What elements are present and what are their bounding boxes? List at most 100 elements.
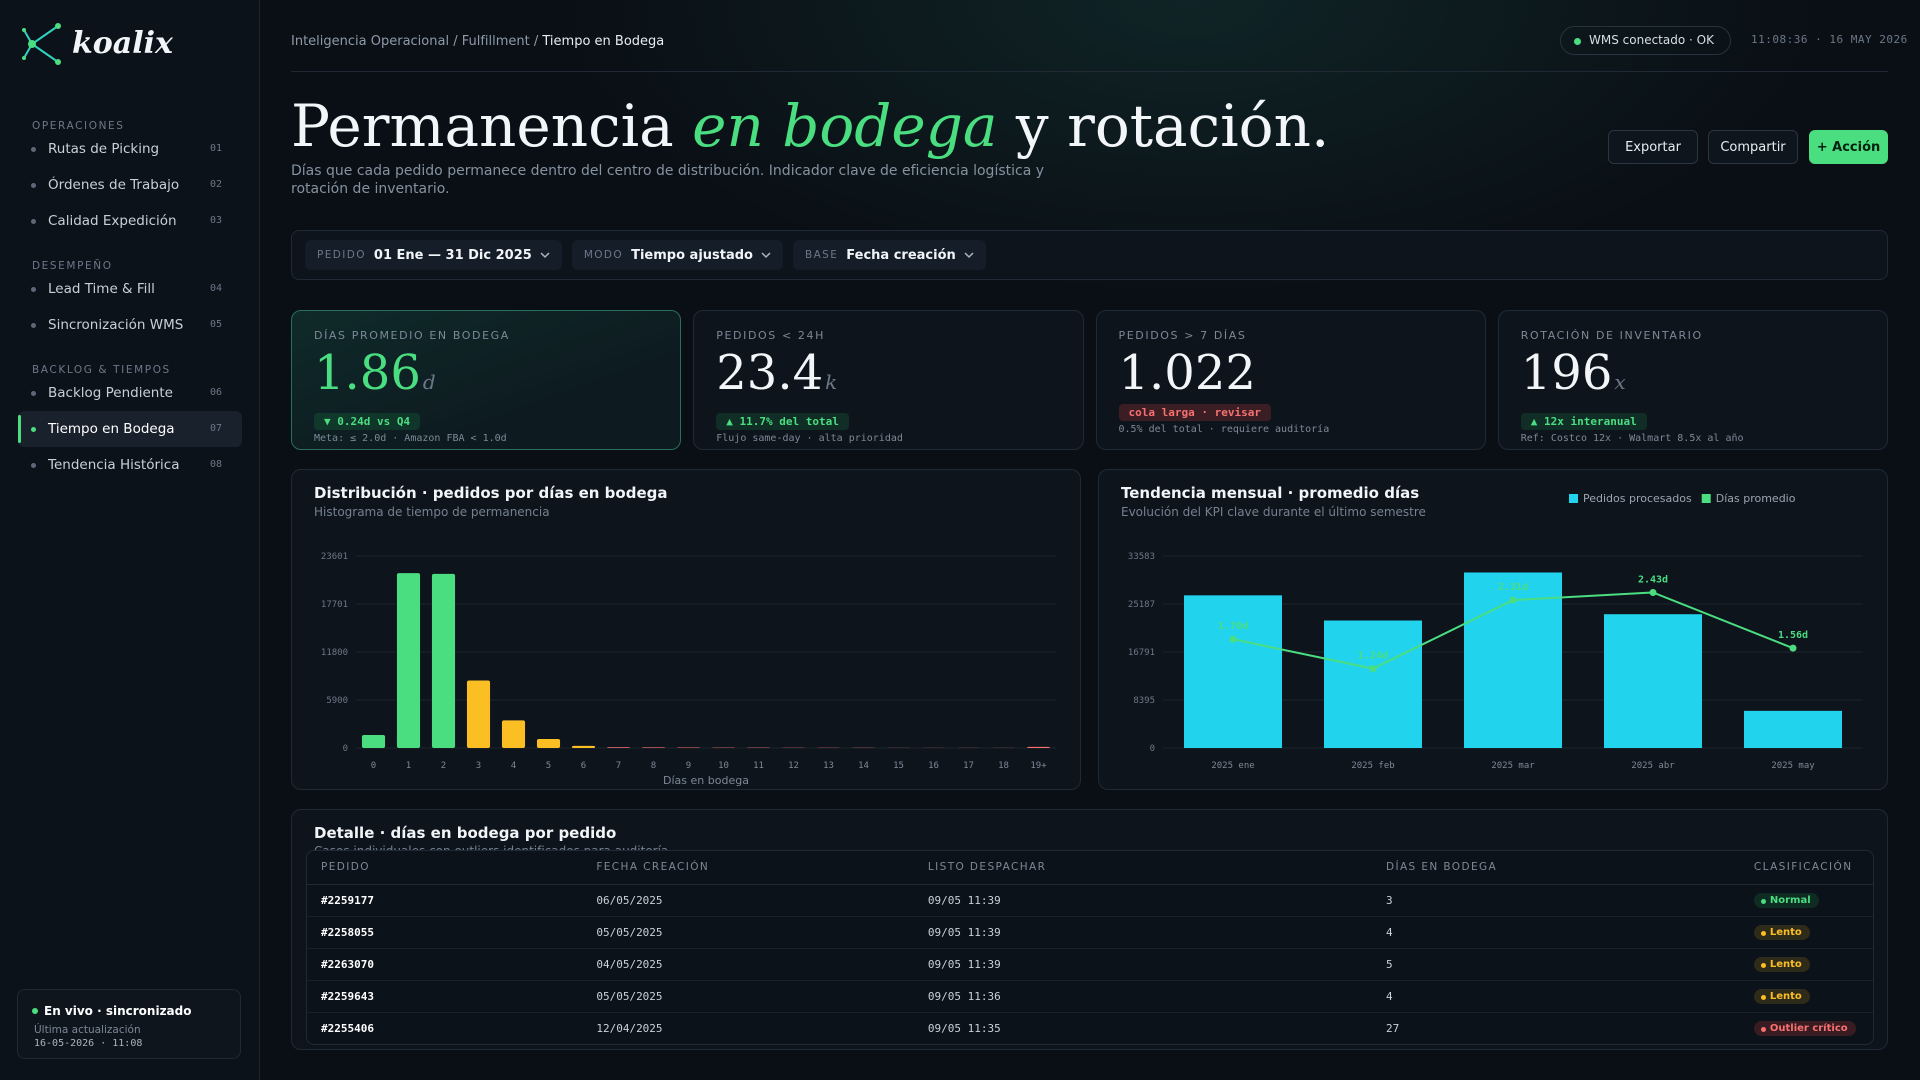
connection-status: WMS conectado · OK — [1560, 26, 1731, 55]
kpi-value: 1.022 — [1119, 345, 1485, 401]
nav-item[interactable]: Rutas de Picking 01 — [18, 131, 242, 167]
kpi-label: PEDIDOS > 7 DÍAS — [1118, 329, 1247, 342]
nav-section-title: BACKLOG & TIEMPOS — [32, 364, 171, 376]
status-time: 16-05-2026 · 11:08 — [34, 1038, 143, 1049]
filter-value: Fecha creación — [846, 247, 956, 263]
filter-chip[interactable]: PEDIDO 01 Ene — 31 Dic 2025 — [305, 240, 562, 270]
nav-item[interactable]: Órdenes de Trabajo 02 — [18, 167, 242, 203]
y-tick-label: 16791 — [1128, 648, 1155, 658]
kpi-badge: cola larga · revisar — [1118, 404, 1271, 421]
order-id: #2255406 — [307, 1012, 583, 1044]
nav-number: 07 — [209, 423, 222, 434]
kpi-note: Flujo same-day · alta prioridad — [716, 433, 903, 444]
filter-bar: PEDIDO 01 Ene — 31 Dic 2025 MODO Tiempo aju… — [291, 230, 1888, 280]
column-header: FECHA CREACIÓN — [582, 851, 914, 885]
page-subtitle: Días que cada pedido permanece dentro de… — [291, 163, 1045, 197]
kpi-value: 196 x — [1521, 345, 1887, 410]
ready-time: 09/05 11:35 — [913, 1012, 1372, 1044]
detail-table: PEDIDO FECHA CREACIÓN LISTO DESPACHAR DÍAS … — [307, 851, 1873, 1044]
table-container: PEDIDO FECHA CREACIÓN LISTO DESPACHAR DÍAS … — [306, 850, 1874, 1045]
legend-swatch — [1701, 494, 1711, 503]
nav-dot — [31, 323, 36, 328]
x-tick-label: 8 — [651, 761, 656, 771]
kpi-badge-row: ▲ 11.7% del total — [716, 410, 1082, 430]
sidebar: koalix OPERACIONES Rutas de Picking 01 Órde… — [0, 0, 260, 1080]
kpi-unit: k — [825, 370, 838, 394]
x-tick-label: 13 — [823, 761, 834, 771]
export-button[interactable]: Exportar — [1608, 130, 1698, 164]
share-button[interactable]: Compartir — [1708, 130, 1798, 164]
kpi-note: Ref: Costco 12x · Walmart 8.5x al año — [1520, 433, 1744, 444]
nav-dot — [31, 463, 36, 468]
header-row: PEDIDO FECHA CREACIÓN LISTO DESPACHAR DÍAS … — [307, 851, 1873, 885]
nav-dot — [31, 427, 36, 432]
nav-section-title: OPERACIONES — [32, 120, 125, 132]
legend-label: Pedidos procesados — [1583, 492, 1692, 505]
column-header: CLASIFICACIÓN — [1739, 851, 1873, 885]
filter-chip[interactable]: MODO Tiempo ajustado — [571, 240, 783, 270]
legend-label: Días promedio — [1716, 492, 1796, 505]
created-date: 04/05/2025 — [582, 948, 914, 981]
days-in-warehouse: 27 — [1371, 1012, 1740, 1044]
chart-title: Distribución · pedidos por días en bodeg… — [314, 484, 668, 502]
line-point — [1789, 644, 1797, 652]
nav-label: Tiempo en Bodega — [48, 421, 175, 437]
filter-label: PEDIDO — [317, 249, 366, 261]
nav-item[interactable]: Backlog Pendiente 06 — [18, 375, 242, 411]
x-tick-label: 10 — [718, 761, 729, 771]
kpi-note: Meta: ≤ 2.0d · Amazon FBA < 1.0d — [314, 433, 507, 444]
x-tick-label: 5 — [546, 761, 551, 771]
chart-subtitle: Histograma de tiempo de permanencia — [314, 505, 550, 519]
kpi-label: PEDIDOS < 24H — [716, 329, 825, 342]
x-tick-label: 6 — [581, 761, 586, 771]
y-tick-label: 11800 — [321, 648, 348, 658]
chart-subtitle: Evolución del KPI clave durante el últim… — [1121, 505, 1426, 519]
x-tick-label: 15 — [893, 761, 904, 771]
table-row: #2258055 05/05/2025 09/05 11:39 4 Lento — [307, 916, 1873, 949]
filter-chip[interactable]: BASE Fecha creación — [793, 240, 986, 270]
kpi-badge: ▲ 11.7% del total — [716, 413, 849, 430]
nav-item[interactable]: Tiempo en Bodega 07 — [18, 411, 242, 447]
kpi-card: ROTACIÓN DE INVENTARIO 196 x ▲ 12x interanu… — [1497, 310, 1888, 450]
y-tick-label: 8395 — [1133, 696, 1155, 706]
kpi-label: ROTACIÓN DE INVENTARIO — [1520, 329, 1703, 342]
order-id: #2263070 — [307, 948, 583, 981]
title-part: Permanencia — [291, 92, 693, 160]
x-tick-label: 2025 mar — [1491, 761, 1535, 771]
action-button[interactable]: + Acción — [1809, 130, 1888, 164]
nav-item[interactable]: Calidad Expedición 03 — [18, 203, 242, 239]
column-header: LISTO DESPACHAR — [913, 851, 1372, 885]
breadcrumb-current: Tiempo en Bodega — [542, 34, 665, 49]
table-row: #2259177 06/05/2025 09/05 11:39 3 Normal — [307, 884, 1873, 917]
kpi-label: DÍAS PROMEDIO EN BODEGA — [314, 329, 510, 342]
bar — [501, 720, 526, 748]
ready-time: 09/05 11:39 — [913, 884, 1372, 917]
kpi-badge-row: ▼ 0.24d vs Q4 — [314, 410, 680, 430]
classification-cell: Outlier crítico — [1739, 1012, 1873, 1044]
nav-item[interactable]: Tendencia Histórica 08 — [18, 447, 242, 483]
x-tick-label: 2025 may — [1771, 761, 1815, 771]
data-label: 1.70d — [1218, 621, 1248, 632]
bar — [361, 734, 386, 748]
nav-dot — [31, 219, 36, 224]
brand: koalix — [72, 26, 173, 61]
trend-panel: Tendencia mensual · promedio días Evoluci… — [1098, 469, 1888, 790]
chart: 0 8395 16791 25187 33583 2025 ene 2025 feb 2025… — [1128, 492, 1863, 771]
kpi-badge-row: ▲ 12x interanual — [1520, 410, 1887, 430]
nav-item[interactable]: Lead Time & Fill 04 — [18, 271, 242, 307]
days-in-warehouse: 5 — [1371, 948, 1740, 981]
kpi-row: DÍAS PROMEDIO EN BODEGA 1.86 d ▼ 0.24d vs Q… — [291, 310, 1888, 450]
x-tick-label: 11 — [753, 761, 764, 771]
nav-label: Órdenes de Trabajo — [48, 177, 180, 193]
y-tick-label: 0 — [1150, 744, 1155, 754]
x-tick-label: 18 — [998, 761, 1009, 771]
x-tick-label: 4 — [511, 761, 516, 771]
nav-label: Lead Time & Fill — [48, 281, 155, 297]
data-label: 2.43d — [1638, 574, 1668, 585]
nav-label: Sincronización WMS — [48, 317, 184, 333]
x-tick-label: 2025 abr — [1631, 761, 1675, 771]
nav-item[interactable]: Sincronización WMS 05 — [18, 307, 242, 343]
title-part: y rotación. — [997, 92, 1330, 160]
x-tick-label: 17 — [963, 761, 974, 771]
